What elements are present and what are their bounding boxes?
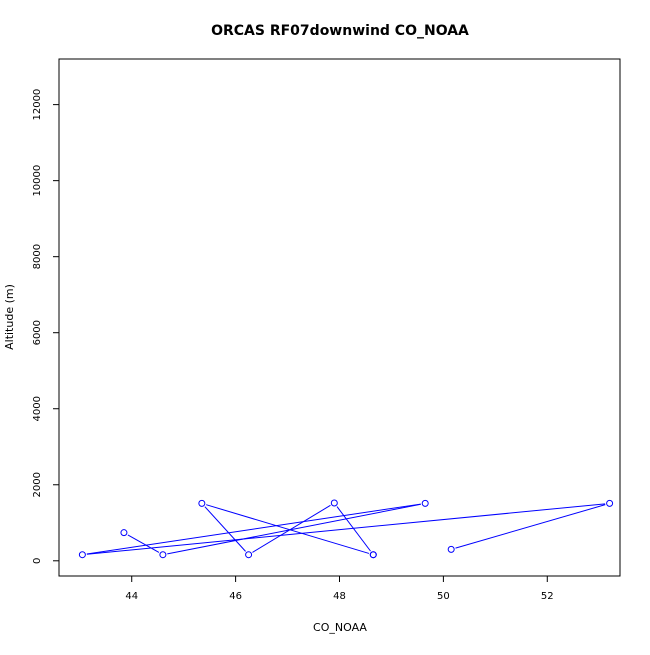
series-2-segment — [252, 504, 331, 553]
series-1-point — [606, 499, 614, 507]
series-2-segment — [206, 504, 370, 554]
x-tick-label: 46 — [229, 591, 242, 602]
y-tick-label: 0 — [32, 558, 43, 564]
series-1-segment — [455, 504, 606, 549]
y-tick-label: 12000 — [32, 89, 43, 121]
series-1-segment — [127, 534, 160, 553]
series-1-point — [159, 551, 167, 559]
x-axis-label: CO_NOAA — [313, 621, 367, 634]
series-2-point — [198, 499, 206, 507]
x-tick-label: 50 — [437, 591, 450, 602]
series-2-point — [369, 551, 377, 559]
series-layer — [78, 499, 614, 559]
plot-frame — [58, 58, 621, 577]
series-2-point — [245, 551, 253, 559]
series-1-point — [421, 499, 429, 507]
y-tick-label: 8000 — [32, 244, 43, 269]
x-tick-label: 48 — [333, 591, 346, 602]
y-tick-label: 2000 — [32, 472, 43, 497]
y-tick-label: 6000 — [32, 320, 43, 345]
series-2-segment — [204, 506, 246, 552]
y-axis-label: Altitude (m) — [3, 284, 16, 350]
x-tick-label: 52 — [541, 591, 554, 602]
y-tick-label: 4000 — [32, 396, 43, 421]
series-2-point — [330, 499, 338, 507]
series-1-segment — [86, 503, 421, 555]
series-1-point — [78, 551, 86, 559]
x-tick-label: 44 — [125, 591, 138, 602]
series-1-segment — [167, 503, 421, 555]
series-2-segment — [336, 506, 371, 552]
chart-title: ORCAS RF07downwind CO_NOAA — [211, 23, 469, 39]
y-axis: 0 2000 4000 6000 8000 10000 12000 — [32, 89, 59, 564]
y-tick-label: 10000 — [32, 165, 43, 197]
x-axis: 44 46 48 50 52 — [125, 576, 554, 602]
series-1-point — [447, 545, 455, 553]
series-1-point — [120, 529, 128, 537]
series-1-segment — [86, 503, 606, 555]
